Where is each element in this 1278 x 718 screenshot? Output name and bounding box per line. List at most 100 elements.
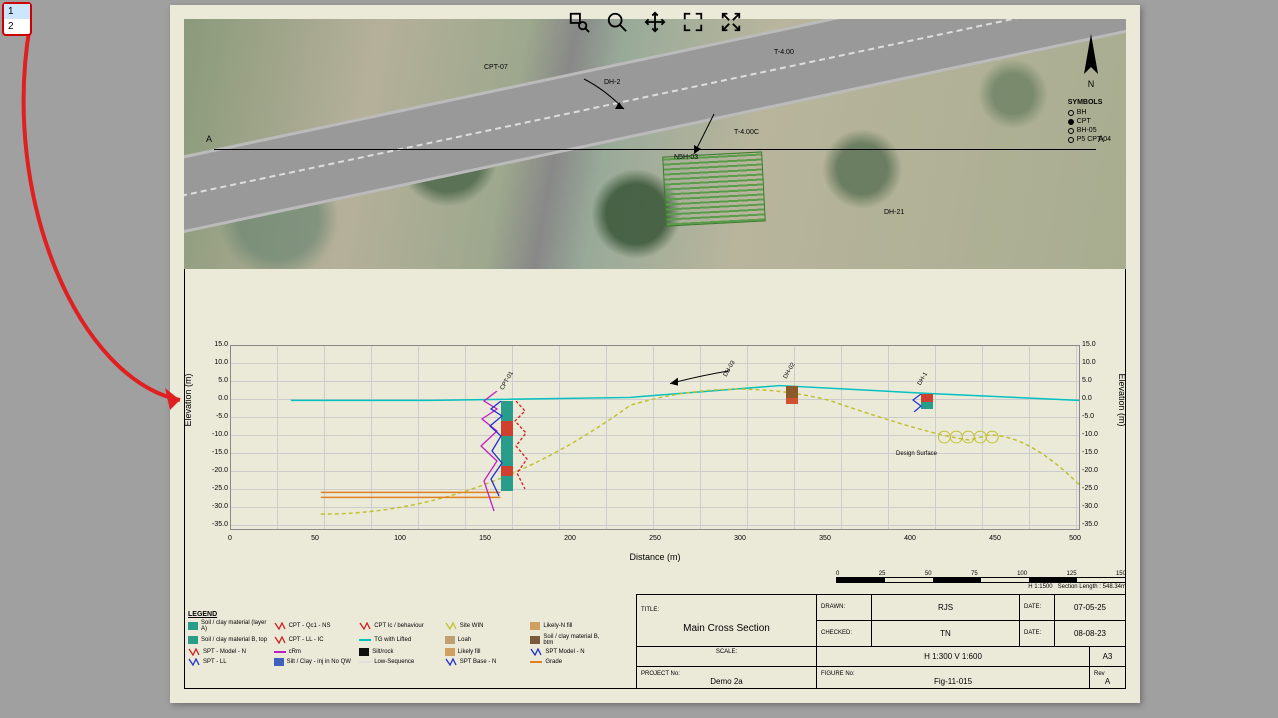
svg-text:N: N (1088, 79, 1095, 89)
page-thumb-2[interactable]: 2 (4, 19, 30, 34)
legend-swatch (445, 622, 457, 630)
legend-label: SPT - Model - N (203, 649, 246, 655)
legend-item: CPT - LL - IC (274, 634, 354, 646)
legend-title: LEGEND (188, 611, 610, 618)
legend-item: Site WIN (445, 620, 525, 632)
leader-arrow (684, 109, 724, 159)
legend-swatch (359, 661, 371, 663)
plan-label: CPT-07 (484, 64, 508, 71)
y-axis-label-right: Elevation (m) (1117, 373, 1127, 426)
legend-label: SPT Model - N (545, 649, 584, 655)
plan-label: T-4.00 (774, 49, 794, 56)
drawing-title: Main Cross Section (641, 623, 812, 634)
legend-label: CPT Ic / behaviour (374, 623, 424, 629)
legend-label: Soil / clay material B, btm (543, 634, 610, 646)
legend-swatch (359, 648, 369, 656)
legend-label: Silt / Clay - inj in No QW (287, 659, 351, 665)
x-axis-label: Distance (m) (629, 552, 680, 562)
legend-swatch (445, 648, 455, 656)
legend-item: cRm (274, 648, 354, 656)
plan-symbols-legend: SYMBOLS BH CPT BH-05 P5 CPT-04 (1068, 99, 1111, 145)
chart-lines (231, 346, 1079, 529)
legend-swatch (359, 622, 371, 630)
title-block: TITLE: Main Cross Section DRAWN: RJS DAT… (636, 594, 1126, 689)
legend-item: SPT Base - N (445, 658, 525, 666)
legend-item: TG with Lifted (359, 634, 439, 646)
legend-label: SPT Base - N (460, 659, 497, 665)
legend-label: Likely-N fill (543, 623, 572, 629)
legend-label: Silt/rock (372, 649, 393, 655)
bore-wiggle-blue (489, 401, 504, 501)
drawing-sheet: CPT-07 T-4.00 DH-2 T-4.00C N5H-03 DH-21 … (170, 5, 1140, 703)
legend-item: SPT - Model - N (188, 648, 268, 656)
design-note: Design Surface (896, 451, 937, 457)
legend-item: Silt / Clay - inj in No QW (274, 658, 354, 666)
pan-icon[interactable] (641, 11, 669, 33)
page-selector: 1 2 (2, 2, 32, 36)
legend-swatch (188, 658, 200, 666)
legend-item: Grade (530, 658, 610, 666)
viewer-toolbar (565, 11, 745, 33)
investigation-area-hatch (662, 151, 766, 226)
legend-item: Soil / clay material B, top (188, 634, 268, 646)
chart-plot-area: CPT-01 DH-03 DH-02 DH-1 Design Surface (230, 345, 1080, 530)
legend-swatch (445, 636, 455, 644)
fit-icon[interactable] (679, 11, 707, 33)
legend-item: Likely fill (445, 648, 525, 656)
plan-view[interactable]: CPT-07 T-4.00 DH-2 T-4.00C N5H-03 DH-21 … (184, 19, 1126, 269)
legend-label: Likely fill (458, 649, 481, 655)
legend-swatch (530, 636, 540, 644)
legend-swatch (530, 648, 542, 656)
north-arrow-icon: N (1076, 29, 1106, 89)
bore-wiggle-red (514, 401, 529, 496)
legend-swatch (530, 622, 540, 630)
section-line (214, 149, 1096, 150)
legend-swatch (274, 622, 286, 630)
fullscreen-icon[interactable] (717, 11, 745, 33)
scale-bar: 0 25 50 75 100 125 150 H 1:1500 Section … (836, 571, 1126, 591)
legend-item: Soil / clay material B, btm (530, 634, 610, 646)
road-overlay (184, 19, 1126, 246)
legend-label: SPT - LL (203, 659, 227, 665)
bore-wiggle-blue (911, 394, 923, 412)
cross-section-chart[interactable]: Elevation (m) Elevation (m) Distance (m) (190, 335, 1120, 560)
legend-label: TG with Lifted (374, 637, 411, 643)
legend-item: CPT - Qc1 - NS (274, 620, 354, 632)
borehole-log (786, 386, 798, 404)
legend-swatch (445, 658, 457, 666)
legend-label: Low-Sequence (374, 659, 414, 665)
legend-swatch (274, 658, 284, 666)
y-axis-label-left: Elevation (m) (183, 373, 193, 426)
plan-label: T-4.00C (734, 129, 759, 136)
legend-swatch (188, 648, 200, 656)
legend-item: Likely-N fill (530, 620, 610, 632)
legend-swatch (188, 622, 198, 630)
legend-label: Site WIN (460, 623, 484, 629)
legend-label: Soil / clay material B, top (201, 637, 267, 643)
plan-label: DH-21 (884, 209, 904, 216)
legend-item: SPT - LL (188, 658, 268, 666)
legend-swatch (274, 651, 286, 653)
legend-item: Low-Sequence (359, 658, 439, 666)
legend-item: Silt/rock (359, 648, 439, 656)
legend-item: CPT Ic / behaviour (359, 620, 439, 632)
legend-label: Grade (545, 659, 562, 665)
symbols-title: SYMBOLS (1068, 99, 1111, 106)
legend-label: CPT - LL - IC (289, 637, 324, 643)
page-thumb-1[interactable]: 1 (4, 4, 30, 19)
legend-swatch (359, 639, 371, 641)
legend-swatch (530, 661, 542, 663)
legend: LEGEND Soil / clay material (layer A) CPT… (184, 609, 614, 689)
zoom-area-icon[interactable] (565, 11, 593, 33)
legend-item: Loah (445, 634, 525, 646)
legend-label: CPT - Qc1 - NS (289, 623, 331, 629)
legend-label: cRm (289, 649, 301, 655)
zoom-icon[interactable] (603, 11, 631, 33)
legend-item: Soil / clay material (layer A) (188, 620, 268, 632)
legend-item: SPT Model - N (530, 648, 610, 656)
legend-swatch (188, 636, 198, 644)
legend-label: Loah (458, 637, 471, 643)
legend-label: Soil / clay material (layer A) (201, 620, 268, 632)
legend-swatch (274, 636, 286, 644)
leader-arrow (579, 74, 639, 114)
